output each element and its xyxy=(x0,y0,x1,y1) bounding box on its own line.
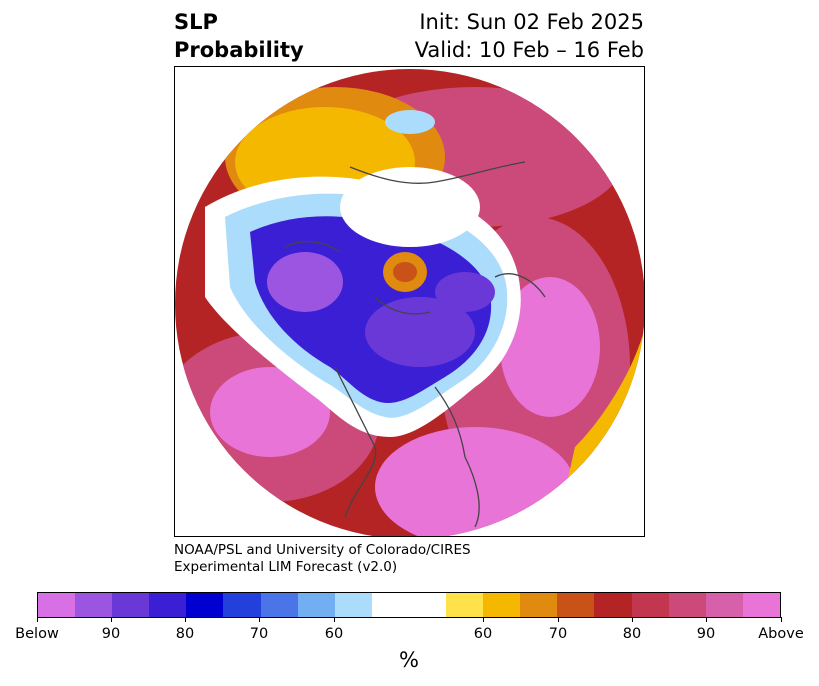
colorbar-tick-label: 70 xyxy=(249,626,269,642)
colorbar-swatch xyxy=(223,593,261,617)
colorbar-swatch xyxy=(446,593,484,617)
colorbar-swatch xyxy=(742,593,780,617)
atlantic-high-core xyxy=(500,277,600,417)
colorbar-tick-label: 60 xyxy=(473,626,493,642)
colorbar-swatch xyxy=(594,593,632,617)
colorbar-tick-mark xyxy=(334,617,335,622)
colorbar-swatch xyxy=(112,593,150,617)
colorbar-swatch xyxy=(297,593,335,617)
arctic-neutral xyxy=(340,167,480,247)
colorbar-tick-label: 90 xyxy=(696,626,716,642)
colorbar-tick-mark xyxy=(483,617,484,622)
probability-colorbar xyxy=(37,592,781,618)
colorbar-tick-label: 70 xyxy=(548,626,568,642)
colorbar-swatch xyxy=(483,593,521,617)
below-core-west xyxy=(267,252,343,312)
colorbar-tick-label: 90 xyxy=(101,626,121,642)
colorbar-swatch xyxy=(705,593,743,617)
colorbar-tick-mark xyxy=(632,617,633,622)
forecast-dates: Init: Sun 02 Feb 2025 Valid: 10 Feb – 16… xyxy=(415,8,644,64)
colorbar-swatch xyxy=(38,593,76,617)
pacific-high-core xyxy=(210,367,330,457)
colorbar-swatch xyxy=(631,593,669,617)
colorbar-tick-label: 60 xyxy=(324,626,344,642)
colorbar-unit: % xyxy=(399,648,419,672)
colorbar-swatch xyxy=(668,593,706,617)
below-core-central xyxy=(365,297,475,367)
colorbar-swatch xyxy=(557,593,595,617)
northern-weak-below xyxy=(385,110,435,134)
credit-text: NOAA/PSL and University of Colorado/CIRE… xyxy=(174,542,471,576)
colorbar-tick-mark xyxy=(111,617,112,622)
map-title: SLP Probability xyxy=(174,8,304,64)
colorbar-tick-mark xyxy=(37,617,38,622)
coastlines xyxy=(284,161,546,528)
colorbar-tick-mark xyxy=(185,617,186,622)
colorbar-swatch xyxy=(334,593,372,617)
colorbar-tick-mark xyxy=(781,617,782,622)
title-variable-type: Probability xyxy=(174,38,304,62)
init-date: Init: Sun 02 Feb 2025 xyxy=(419,10,644,34)
valid-range: Valid: 10 Feb – 16 Feb xyxy=(414,38,644,62)
colorbar-tick-label: 80 xyxy=(175,626,195,642)
colorbar-swatch xyxy=(186,593,224,617)
probability-map xyxy=(174,66,645,537)
credit-line-2: Experimental LIM Forecast (v2.0) xyxy=(174,559,398,575)
colorbar-swatch xyxy=(75,593,113,617)
below-core-east xyxy=(435,272,495,312)
colorbar-tick-label: 80 xyxy=(622,626,642,642)
pole-above-core xyxy=(393,262,417,282)
colorbar-tick-mark xyxy=(558,617,559,622)
colorbar-tick-mark xyxy=(706,617,707,622)
colorbar-tick-label: Below xyxy=(15,626,59,642)
colorbar-swatch xyxy=(260,593,298,617)
colorbar-swatch xyxy=(371,593,447,617)
credit-line-1: NOAA/PSL and University of Colorado/CIRE… xyxy=(174,542,471,558)
colorbar-tick-mark xyxy=(259,617,260,622)
map-canvas xyxy=(175,69,644,536)
title-variable: SLP xyxy=(174,10,218,34)
colorbar-swatch xyxy=(520,593,558,617)
colorbar-tick-label: Above xyxy=(758,626,804,642)
colorbar-swatch xyxy=(149,593,187,617)
